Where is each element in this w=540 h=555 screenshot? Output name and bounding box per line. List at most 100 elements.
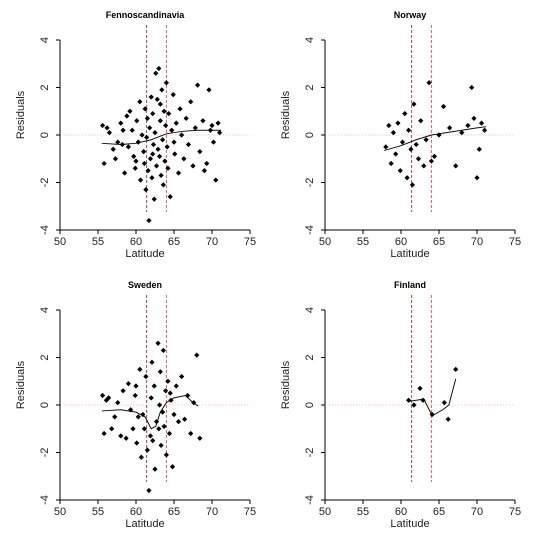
x-tick-label: 50 xyxy=(54,506,66,518)
data-point xyxy=(185,392,191,399)
x-tick-label: 65 xyxy=(168,506,180,518)
data-point xyxy=(131,153,137,159)
data-point xyxy=(185,141,192,148)
data-point xyxy=(156,65,162,72)
data-point xyxy=(183,115,189,121)
data-point xyxy=(129,127,135,133)
data-point xyxy=(141,149,147,155)
data-point xyxy=(143,187,149,193)
data-point xyxy=(191,400,197,406)
data-point xyxy=(423,137,429,143)
data-point xyxy=(125,144,131,150)
data-point xyxy=(143,373,149,380)
data-point xyxy=(149,175,155,181)
y-axis-label: Residuals xyxy=(280,90,292,139)
panel-fennoscandinavia: Fennoscandinavia Residuals Latitude 50 55… xyxy=(15,10,256,260)
data-point xyxy=(201,168,207,174)
data-point xyxy=(152,130,158,136)
panel-title: Norway xyxy=(394,10,427,20)
data-point xyxy=(134,118,140,124)
data-point xyxy=(142,106,148,112)
smooth-fit-line xyxy=(384,126,487,151)
data-point xyxy=(469,84,475,91)
data-point xyxy=(133,383,139,389)
x-tick-label: 50 xyxy=(319,506,331,518)
data-point xyxy=(156,426,162,432)
data-point xyxy=(134,440,140,446)
data-point xyxy=(482,127,488,133)
data-point xyxy=(175,419,182,425)
data-point xyxy=(163,388,169,394)
data-point xyxy=(417,385,423,391)
data-point xyxy=(165,378,171,384)
data-point xyxy=(127,108,133,114)
data-point xyxy=(159,87,165,93)
data-point xyxy=(418,118,424,124)
data-point xyxy=(104,125,110,131)
data-point xyxy=(399,139,406,145)
x-tick-label: 50 xyxy=(319,236,331,248)
data-point xyxy=(173,383,179,389)
data-point xyxy=(157,369,163,375)
x-tick-label: 55 xyxy=(92,236,104,248)
x-tick-label: 55 xyxy=(357,506,369,518)
x-tick-label: 70 xyxy=(471,506,483,518)
data-point xyxy=(182,416,188,422)
data-point xyxy=(177,106,183,112)
data-point xyxy=(140,411,146,418)
data-point xyxy=(408,146,414,152)
x-tick-label: 70 xyxy=(206,506,218,518)
data-point xyxy=(436,132,442,138)
data-point xyxy=(148,94,154,100)
panel-title: Fennoscandinavia xyxy=(106,10,186,20)
y-tick-label: 2 xyxy=(39,84,51,90)
data-point xyxy=(166,430,173,437)
data-point xyxy=(120,388,126,394)
data-point xyxy=(163,122,169,129)
data-point xyxy=(149,359,155,365)
data-point xyxy=(173,120,179,126)
data-point xyxy=(156,153,163,159)
data-point xyxy=(217,130,223,136)
data-point xyxy=(383,144,389,150)
x-tick-label: 60 xyxy=(130,506,142,518)
y-tick-label: 4 xyxy=(39,37,51,43)
data-point xyxy=(112,156,119,162)
data-point xyxy=(471,115,477,121)
data-point xyxy=(157,118,163,124)
data-point xyxy=(171,139,177,145)
data-point xyxy=(415,156,422,162)
data-point xyxy=(137,366,143,372)
panel-norway: Norway Residuals Latitude 50 55 60 65 70 75 -4… xyxy=(280,10,521,260)
data-point xyxy=(120,127,126,133)
data-point xyxy=(206,87,212,93)
data-point xyxy=(157,101,163,107)
x-tick-label: 55 xyxy=(92,506,104,518)
data-point xyxy=(197,149,203,155)
data-point xyxy=(162,158,168,164)
data-point xyxy=(179,373,185,380)
data-point xyxy=(150,141,157,148)
data-point xyxy=(109,426,115,432)
smooth-fit-line xyxy=(101,394,199,430)
data-point xyxy=(141,160,147,167)
data-point xyxy=(124,113,130,119)
panel-title: Finland xyxy=(394,280,426,290)
y-tick-label: -2 xyxy=(304,448,316,458)
data-point xyxy=(125,381,131,387)
data-point xyxy=(119,141,125,148)
data-point xyxy=(146,217,152,224)
data-point xyxy=(118,120,124,126)
y-tick-label: -4 xyxy=(39,495,51,505)
data-point xyxy=(175,170,182,176)
data-point xyxy=(197,435,203,441)
data-point xyxy=(194,82,201,88)
data-point xyxy=(188,99,194,105)
data-point xyxy=(431,153,438,159)
y-tick-label: 2 xyxy=(304,354,316,360)
data-point xyxy=(160,182,166,188)
y-tick-label: -2 xyxy=(304,178,316,188)
data-point xyxy=(106,130,112,136)
data-point xyxy=(144,115,150,121)
y-tick-label: 4 xyxy=(304,37,316,43)
